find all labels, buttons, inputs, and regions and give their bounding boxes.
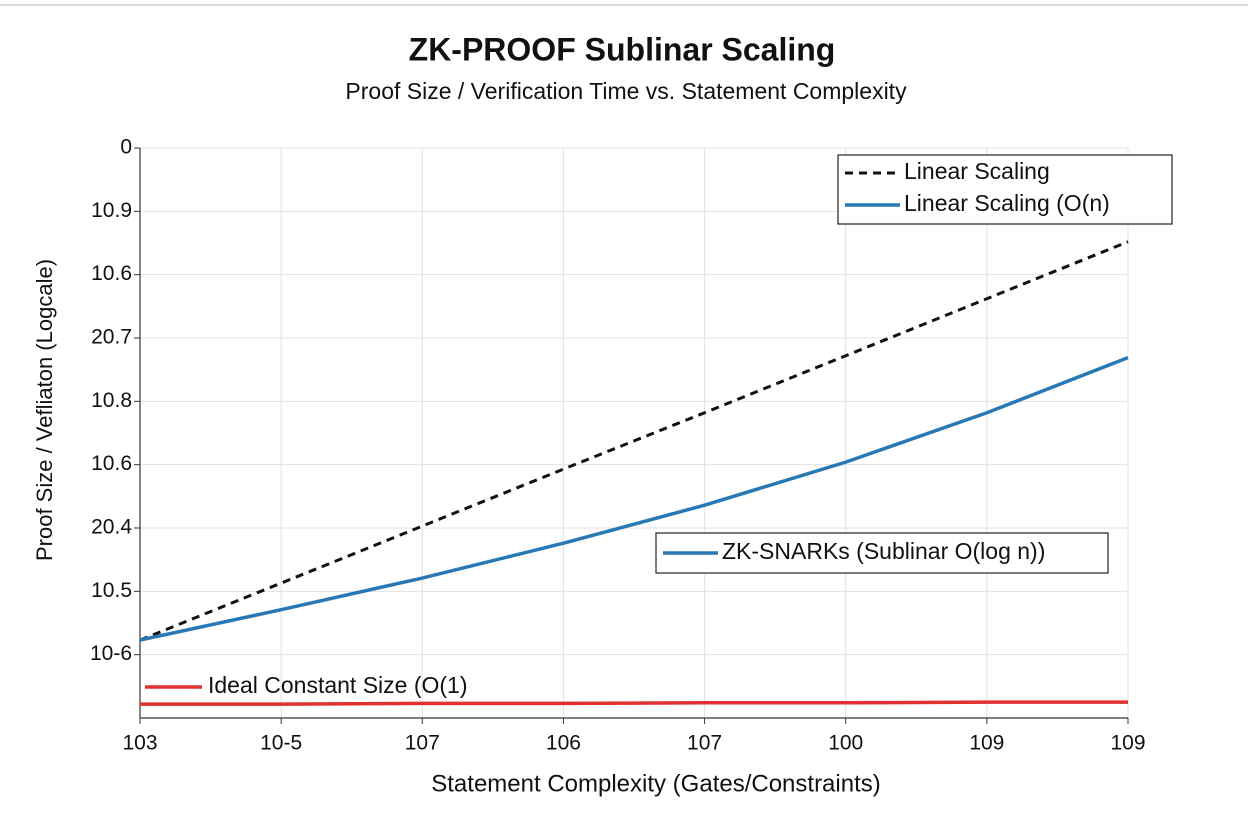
legend-box bbox=[837, 154, 1173, 225]
series-line bbox=[140, 700, 1128, 706]
y-tick-label: 10.6 bbox=[91, 262, 132, 285]
x-tick-label: 100 bbox=[828, 732, 863, 755]
x-tick-label: 10-5 bbox=[260, 732, 302, 755]
y-tick-label: 10.9 bbox=[91, 199, 132, 222]
x-tick-label: 107 bbox=[405, 732, 440, 755]
x-tick-label: 106 bbox=[546, 732, 581, 755]
x-tick-label: 107 bbox=[687, 732, 722, 755]
legend-label: Ideal Constant Size (O(1) bbox=[208, 672, 468, 698]
y-tick-label: 10.5 bbox=[91, 579, 132, 602]
legend-label: ZK-SNARKs (Sublinar O(log n)) bbox=[722, 538, 1045, 564]
chart-title: ZK-PROOF Sublinar Scaling bbox=[409, 31, 836, 67]
series-line bbox=[139, 356, 1129, 642]
x-tick-label: 103 bbox=[122, 732, 157, 755]
series-line bbox=[139, 240, 1129, 642]
x-tick-label: 109 bbox=[1110, 732, 1145, 755]
x-tick-label: 109 bbox=[969, 732, 1004, 755]
y-tick-label: 10-6 bbox=[90, 642, 132, 665]
legend-box bbox=[655, 532, 1109, 574]
legend-label: Linear Scaling bbox=[904, 158, 1050, 184]
y-axis-label: Proof Size / Vefliaton (Logcale) bbox=[32, 259, 57, 561]
legend-label: Linear Scaling (O(n) bbox=[904, 190, 1110, 216]
chart-subtitle: Proof Size / Verification Time vs. State… bbox=[345, 78, 907, 104]
y-tick-label: 0 bbox=[120, 136, 132, 159]
y-tick-label: 10.6 bbox=[91, 452, 132, 475]
x-axis-label: Statement Complexity (Gates/Constraints) bbox=[431, 770, 881, 797]
y-tick-label: 10.8 bbox=[91, 389, 132, 412]
y-tick-label: 20.4 bbox=[91, 516, 132, 539]
y-tick-label: 20.7 bbox=[91, 326, 132, 349]
